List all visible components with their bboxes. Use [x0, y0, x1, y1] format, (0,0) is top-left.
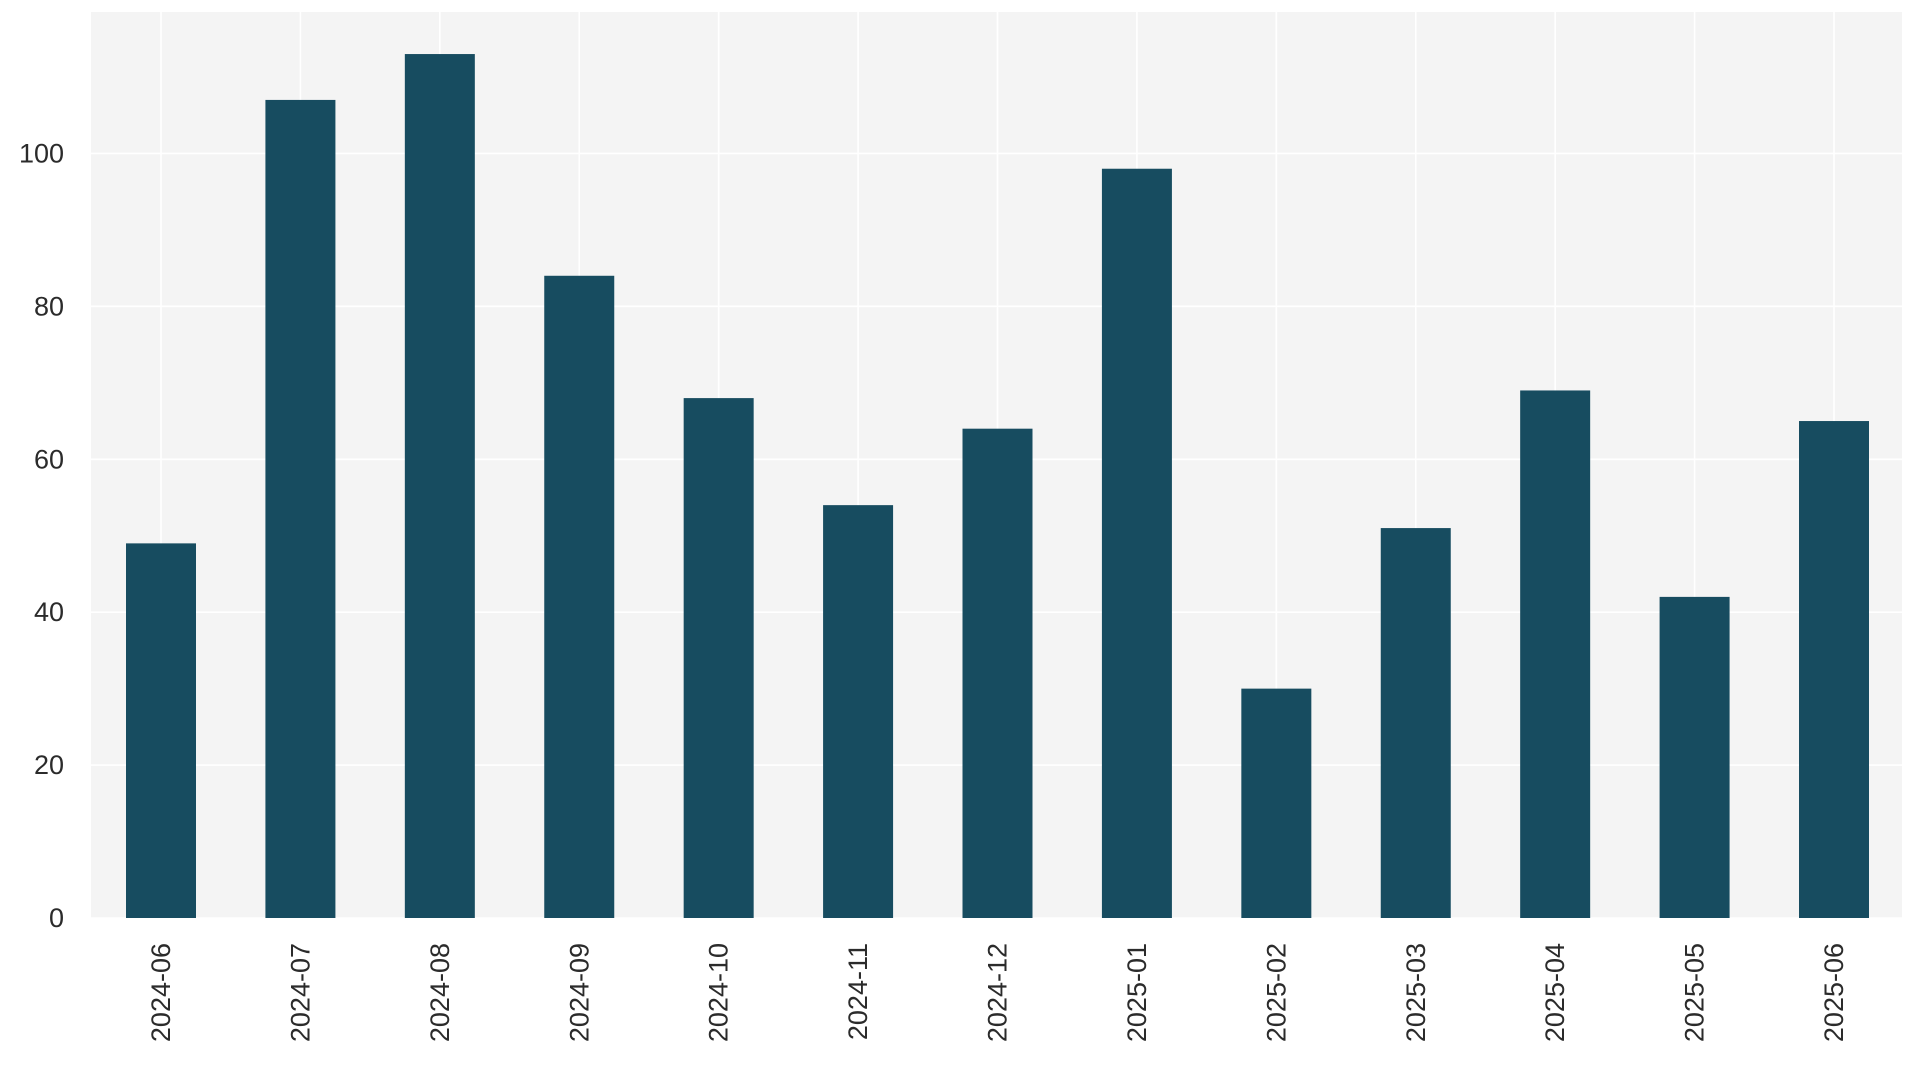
bar	[1520, 390, 1591, 918]
x-tick-label: 2024-09	[564, 943, 594, 1042]
x-tick-label: 2025-02	[1261, 943, 1291, 1042]
x-tick-label: 2025-04	[1540, 943, 1570, 1042]
y-tick-label: 60	[34, 444, 64, 474]
bar	[1659, 596, 1730, 918]
x-tick-label: 2024-06	[146, 943, 176, 1042]
bar	[1101, 168, 1172, 918]
bar	[265, 99, 336, 918]
y-axis-tick-labels: 0 20 40 60 80 100	[19, 138, 64, 933]
y-tick-label: 40	[34, 597, 64, 627]
bar	[962, 428, 1033, 918]
x-tick-label: 2025-03	[1401, 943, 1431, 1042]
bar	[544, 275, 615, 918]
x-axis-tick-labels: 2024-06 2024-07 2024-08 2024-09 2024-10 2024-…	[146, 943, 1849, 1042]
y-tick-label: 80	[34, 291, 64, 321]
bar	[126, 543, 196, 918]
y-tick-label: 20	[34, 750, 64, 780]
bar	[1380, 528, 1451, 918]
bar	[404, 54, 475, 918]
x-tick-label: 2024-11	[843, 943, 873, 1040]
x-tick-label: 2024-08	[425, 943, 455, 1042]
x-tick-label: 2025-06	[1819, 943, 1849, 1042]
bar	[823, 505, 894, 918]
x-tick-label: 2025-01	[1122, 943, 1152, 1042]
x-tick-label: 2024-10	[704, 943, 734, 1042]
bar	[1799, 421, 1869, 918]
x-tick-label: 2025-05	[1680, 943, 1710, 1042]
y-tick-label: 100	[19, 138, 64, 168]
bar	[683, 398, 754, 918]
bar-series	[126, 54, 1869, 918]
x-tick-label: 2024-12	[983, 943, 1013, 1042]
bar	[1241, 688, 1312, 918]
x-tick-label: 2024-07	[285, 943, 315, 1042]
y-tick-label: 0	[49, 903, 64, 933]
